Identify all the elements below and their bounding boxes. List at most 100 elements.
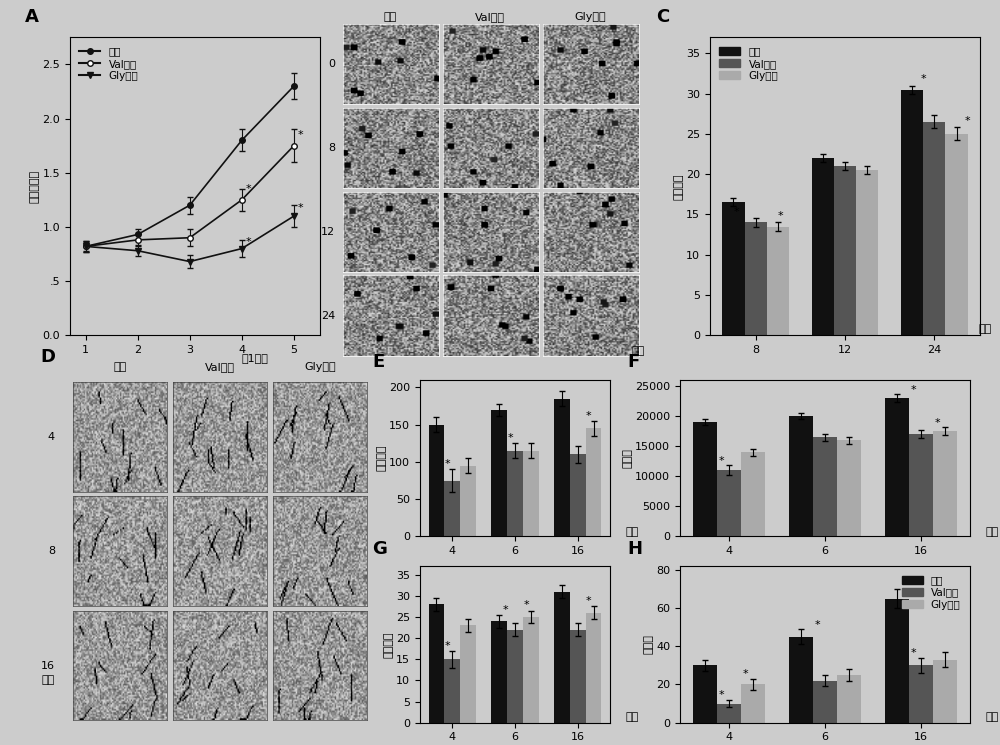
Text: *: *	[246, 238, 252, 247]
Text: *: *	[507, 433, 513, 443]
Bar	[460, 466, 476, 536]
Text: 小时: 小时	[625, 711, 638, 722]
Y-axis label: 迁移面积: 迁移面积	[673, 173, 683, 200]
Bar	[933, 431, 957, 536]
Text: *: *	[965, 116, 971, 126]
Text: 16: 16	[41, 661, 55, 671]
Text: H: H	[628, 539, 643, 558]
Text: *: *	[719, 456, 725, 466]
Text: 小时: 小时	[985, 711, 998, 722]
Bar	[717, 703, 741, 723]
Text: *: *	[523, 600, 529, 610]
Text: *: *	[298, 130, 304, 140]
Legend: 对照, Val片段, Gly片段: 对照, Val片段, Gly片段	[75, 42, 142, 85]
Text: *: *	[719, 690, 725, 700]
Bar	[767, 226, 789, 335]
Bar	[789, 637, 813, 723]
Bar	[570, 630, 586, 723]
Text: 8: 8	[48, 546, 55, 557]
Bar	[491, 410, 507, 536]
Bar	[812, 158, 834, 335]
Text: 0: 0	[328, 60, 335, 69]
Text: *: *	[911, 385, 916, 395]
Bar	[789, 416, 813, 536]
Bar	[909, 434, 933, 536]
Text: *: *	[743, 669, 749, 679]
Text: 小时: 小时	[625, 527, 638, 537]
Text: *: *	[503, 605, 508, 615]
Text: *: *	[298, 203, 304, 212]
Text: *: *	[778, 212, 784, 221]
Text: Gly片段: Gly片段	[574, 13, 606, 22]
Text: 12: 12	[321, 227, 335, 237]
Bar	[885, 398, 909, 536]
Bar	[507, 630, 523, 723]
Text: *: *	[586, 596, 592, 606]
Bar	[901, 89, 923, 335]
Bar	[491, 621, 507, 723]
Bar	[933, 659, 957, 723]
Text: C: C	[656, 8, 669, 26]
Bar	[444, 481, 460, 536]
Text: G: G	[372, 539, 387, 558]
Bar	[586, 612, 601, 723]
Bar	[444, 659, 460, 723]
Bar	[813, 681, 837, 723]
Bar	[837, 440, 861, 536]
Text: 小时: 小时	[631, 346, 645, 356]
Bar	[909, 665, 933, 723]
Legend: 对照, Val片段, Gly片段: 对照, Val片段, Gly片段	[715, 42, 782, 85]
Bar	[586, 428, 601, 536]
Bar	[693, 422, 717, 536]
Bar	[834, 166, 856, 335]
Bar	[722, 203, 745, 335]
Bar	[429, 604, 444, 723]
Text: *: *	[586, 410, 592, 421]
Text: 8: 8	[328, 143, 335, 153]
Bar	[745, 223, 767, 335]
Bar	[554, 399, 570, 536]
Bar	[717, 470, 741, 536]
Bar	[507, 451, 523, 536]
Y-axis label: 总管长: 总管长	[622, 448, 632, 468]
Bar	[693, 665, 717, 723]
Bar	[856, 170, 878, 335]
Bar	[460, 625, 476, 723]
Text: 小时: 小时	[978, 323, 992, 334]
Bar	[945, 134, 968, 335]
Bar	[429, 425, 444, 536]
Y-axis label: 总环数: 总环数	[643, 635, 653, 654]
Text: *: *	[920, 74, 926, 84]
Text: *: *	[911, 648, 916, 659]
Bar	[570, 454, 586, 536]
Bar	[923, 122, 945, 335]
Text: F: F	[628, 353, 640, 372]
Text: 24: 24	[321, 311, 335, 320]
Y-axis label: 总分支点: 总分支点	[376, 445, 386, 472]
Bar	[741, 685, 765, 723]
Text: Val片段: Val片段	[475, 13, 505, 22]
Text: 小时: 小时	[42, 676, 55, 685]
Text: 对照: 对照	[383, 13, 397, 22]
Bar	[813, 437, 837, 536]
Text: *: *	[445, 459, 450, 469]
Text: 对照: 对照	[113, 363, 127, 372]
Text: Gly片段: Gly片段	[304, 363, 336, 372]
Text: E: E	[372, 353, 385, 372]
Text: Val片段: Val片段	[205, 363, 235, 372]
Text: *: *	[445, 641, 450, 650]
Text: A: A	[25, 8, 39, 26]
Text: D: D	[40, 348, 55, 366]
Text: 4: 4	[48, 432, 55, 442]
Bar	[741, 452, 765, 536]
Text: *: *	[733, 207, 739, 218]
Y-axis label: 吸光光度值: 吸光光度值	[30, 170, 40, 203]
Text: *: *	[246, 184, 252, 194]
Text: *: *	[815, 620, 821, 630]
Bar	[554, 592, 570, 723]
Bar	[523, 451, 539, 536]
Bar	[523, 617, 539, 723]
Bar	[837, 675, 861, 723]
Text: B: B	[316, 0, 330, 10]
Bar	[885, 599, 909, 723]
